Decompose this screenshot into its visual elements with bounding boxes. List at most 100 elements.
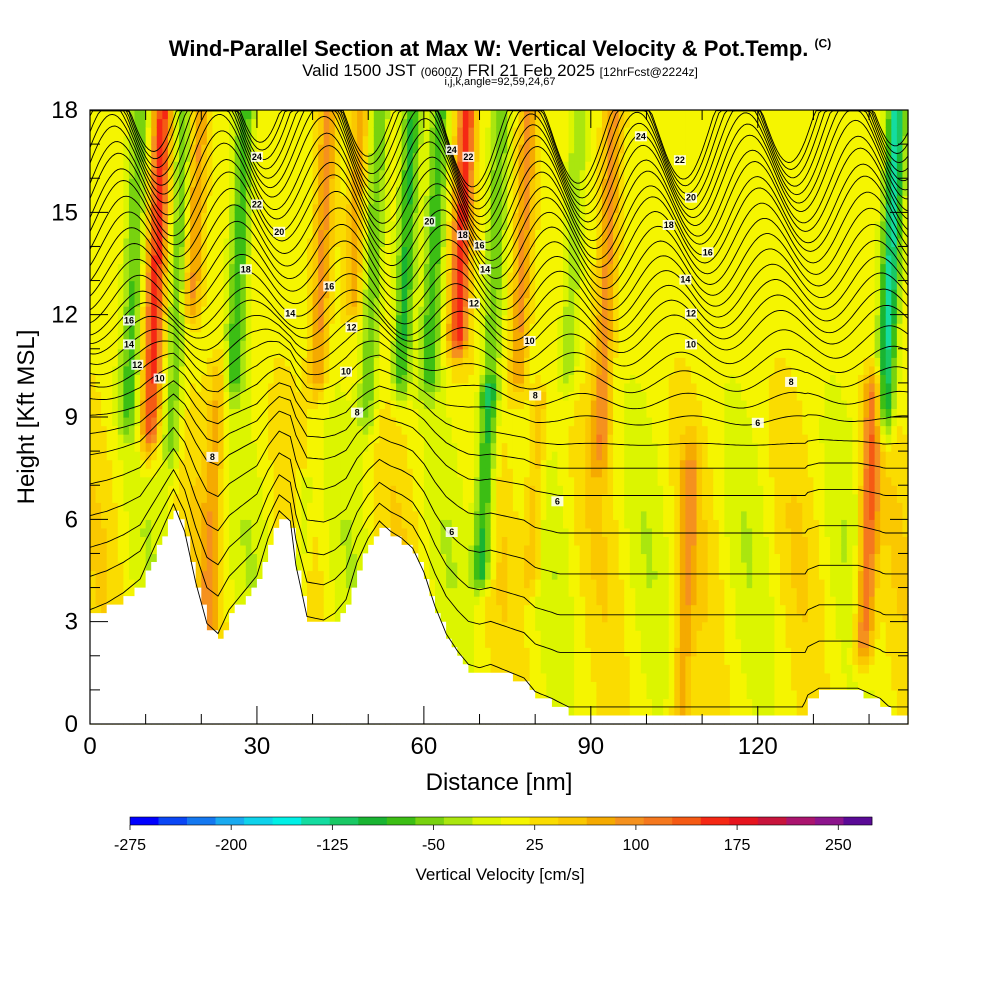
velocity-cell (307, 297, 314, 307)
velocity-cell (284, 144, 291, 154)
velocity-cell (245, 272, 252, 282)
velocity-cell (423, 425, 431, 435)
velocity-cell (401, 152, 408, 162)
velocity-cell (318, 280, 325, 290)
velocity-cell (468, 570, 475, 580)
velocity-cell (323, 502, 330, 512)
velocity-cell (167, 186, 175, 196)
velocity-cell (128, 297, 136, 307)
velocity-cell (212, 621, 219, 631)
velocity-cell (173, 272, 180, 282)
velocity-cell (351, 365, 358, 375)
velocity-cell (379, 289, 386, 299)
velocity-cell (145, 178, 152, 188)
velocity-cell (407, 220, 414, 230)
velocity-cell (373, 195, 380, 205)
velocity-cell (195, 579, 202, 589)
velocity-cell (435, 212, 442, 222)
velocity-cell (384, 212, 392, 222)
velocity-cell (90, 425, 97, 435)
velocity-cell (262, 476, 269, 486)
velocity-cell (190, 331, 197, 341)
velocity-cell (95, 476, 102, 486)
velocity-cell (134, 212, 141, 222)
velocity-cell (401, 178, 408, 188)
velocity-cell (223, 186, 230, 196)
velocity-cell (312, 365, 319, 375)
velocity-cell (435, 570, 442, 580)
velocity-cell (206, 323, 214, 333)
velocity-cell (190, 186, 197, 196)
velocity-cell (329, 382, 336, 393)
velocity-cell (179, 203, 186, 213)
velocity-cell (396, 152, 403, 162)
velocity-cell (95, 365, 102, 375)
velocity-cell (307, 229, 314, 239)
velocity-cell (251, 391, 258, 401)
velocity-cell (95, 442, 102, 452)
velocity-cell (340, 178, 347, 188)
velocity-cell (217, 425, 225, 435)
velocity-cell (217, 144, 225, 154)
velocity-cell (128, 510, 136, 520)
velocity-cell (345, 570, 353, 580)
velocity-cell (262, 246, 269, 256)
velocity-cell (190, 502, 197, 512)
velocity-cell (440, 553, 447, 563)
velocity-cell (206, 195, 214, 205)
velocity-cell (318, 203, 325, 213)
velocity-cell (217, 127, 225, 137)
velocity-cell (401, 365, 408, 375)
velocity-cell (373, 306, 380, 316)
velocity-cell (240, 391, 247, 401)
velocity-cell (412, 195, 419, 205)
velocity-cell (418, 323, 425, 333)
velocity-cell (173, 144, 180, 154)
velocity-cell (240, 280, 247, 290)
velocity-cell (134, 425, 141, 435)
velocity-cell (112, 348, 119, 358)
velocity-cell (384, 348, 392, 358)
velocity-cell (256, 118, 264, 128)
velocity-cell (446, 186, 453, 196)
velocity-cell (217, 613, 225, 623)
velocity-cell (128, 382, 136, 393)
velocity-cell (468, 434, 475, 444)
velocity-cell (284, 263, 291, 273)
velocity-cell (368, 468, 375, 478)
velocity-cell (179, 152, 186, 162)
velocity-cell (379, 169, 386, 179)
velocity-cell (279, 272, 286, 282)
velocity-cell (329, 161, 336, 171)
velocity-cell (329, 570, 336, 580)
velocity-cell (112, 502, 119, 512)
velocity-cell (212, 587, 219, 597)
velocity-cell (145, 110, 152, 120)
velocity-cell (151, 510, 158, 520)
velocity-cell (457, 570, 464, 580)
velocity-cell (229, 493, 236, 503)
velocity-cell (401, 229, 408, 239)
velocity-cell (106, 306, 113, 316)
velocity-cell (262, 161, 269, 171)
velocity-cell (423, 169, 431, 179)
velocity-cell (307, 195, 314, 205)
velocity-cell (345, 178, 353, 188)
velocity-cell (318, 570, 325, 580)
velocity-cell (312, 544, 319, 555)
velocity-cell (368, 348, 375, 358)
velocity-cell (240, 306, 247, 316)
velocity-cell (156, 451, 163, 461)
velocity-cell (223, 451, 230, 461)
velocity-cell (117, 399, 124, 410)
velocity-cell (223, 263, 230, 273)
velocity-cell (379, 314, 386, 324)
velocity-cell (373, 425, 380, 435)
velocity-cell (234, 203, 241, 213)
velocity-cell (151, 297, 158, 307)
velocity-cell (123, 195, 130, 205)
velocity-cell (245, 348, 252, 358)
velocity-cell (307, 118, 314, 128)
velocity-cell (451, 408, 458, 418)
velocity-cell (128, 493, 136, 503)
